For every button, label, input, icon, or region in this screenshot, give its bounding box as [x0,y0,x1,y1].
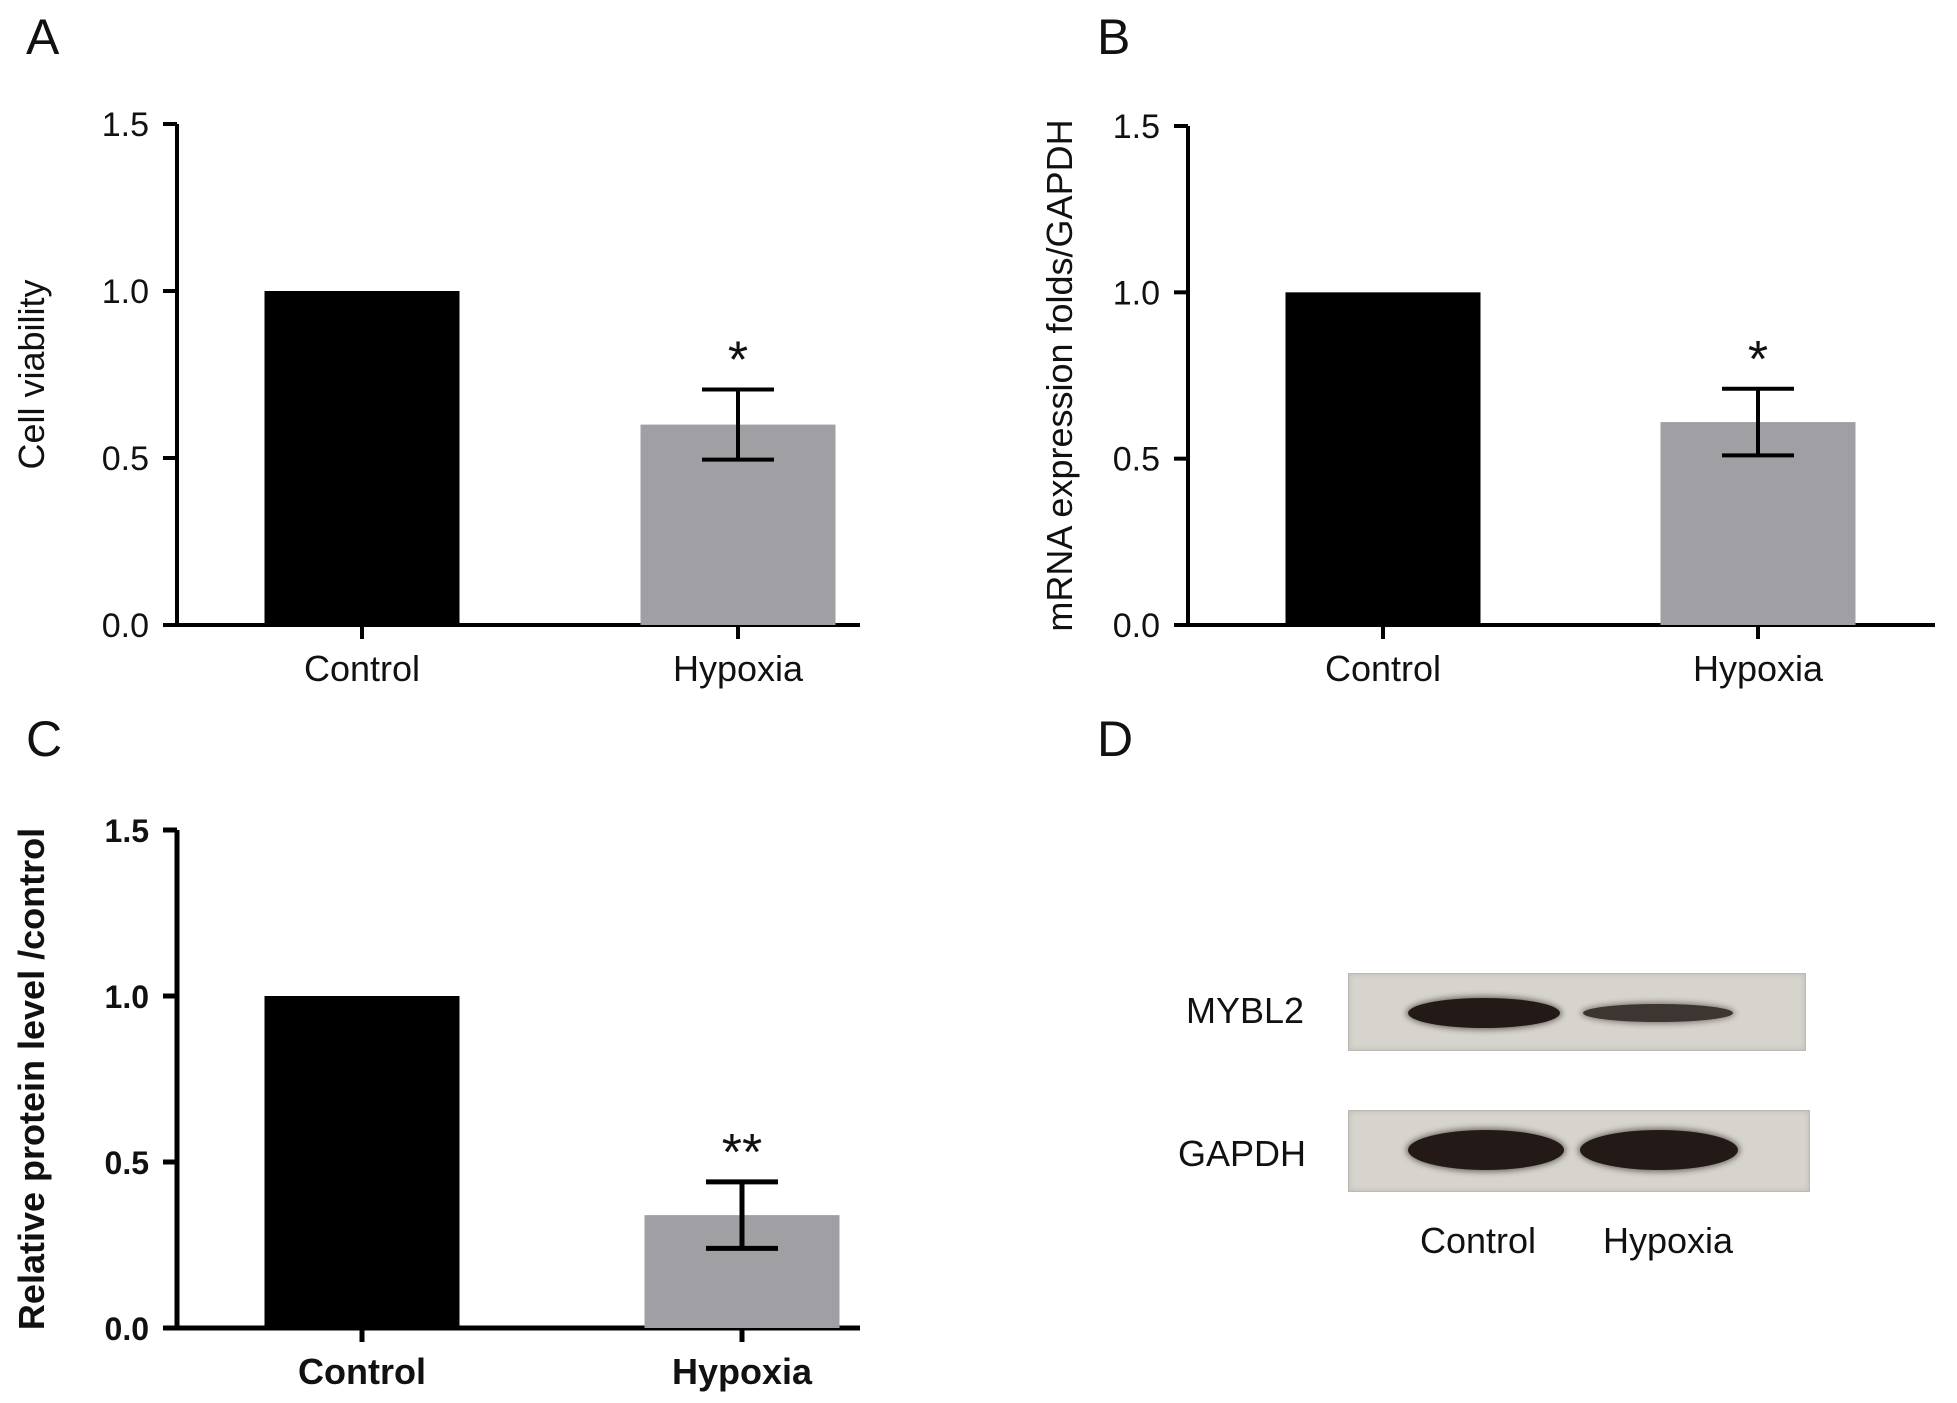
y-tick-label: 1.5 [102,106,149,144]
band-gapdh-control [1408,1130,1564,1170]
panel-letter-a: A [26,9,60,65]
y-tick-label: 0.5 [1113,441,1160,479]
x-tick-label: Control [1325,648,1441,689]
y-tick-label: 0.0 [105,1311,149,1347]
blot-lane-hypoxia: Hypoxia [1603,1220,1734,1261]
chart-c: 0.0 0.5 1.0 1.5 Relative protein level /cont… [11,813,860,1392]
y-tick-label: 1.0 [1113,274,1160,312]
blot-label-gapdh: GAPDH [1178,1133,1307,1174]
bar-control [264,291,460,625]
panel-letter-d: D [1097,711,1134,767]
x-tick-label: Hypoxia [673,648,804,689]
x-tick-label: Hypoxia [672,1351,813,1392]
chart-a: 0.0 0.5 1.0 1.5 Cell viability Control * Hypoxi… [11,106,860,689]
band-gapdh-hypoxia [1580,1130,1738,1170]
y-tick-label: 1.5 [1113,108,1160,146]
significance-marker: ** [722,1124,762,1182]
x-tick-label: Control [298,1351,426,1392]
y-axis-label: Cell viability [11,279,52,469]
panel-letter-c: C [26,711,63,767]
y-tick-label: 0.5 [105,1145,149,1181]
y-tick-label: 1.0 [105,979,149,1015]
y-axis-label: mRNA expression folds/GAPDH [1039,119,1080,631]
blot-lane-control: Control [1420,1220,1537,1261]
blot-label-mybl2: MYBL2 [1186,990,1305,1031]
y-tick-label: 0.0 [1113,607,1160,645]
y-tick-label: 0.0 [102,607,149,645]
bar-control [264,996,460,1328]
x-tick-label: Hypoxia [1693,648,1824,689]
bar-control [1285,292,1481,625]
x-tick-label: Control [304,648,420,689]
y-axis-label: Relative protein level /control [11,828,52,1330]
chart-b: 0.0 0.5 1.0 1.5 mRNA expression folds/GAPDH C… [1039,108,1935,689]
band-mybl2-hypoxia [1583,1004,1733,1022]
y-tick-label: 1.5 [105,813,149,849]
y-tick-label: 1.0 [102,273,149,311]
band-mybl2-control [1408,998,1560,1028]
significance-marker: * [728,332,748,390]
panel-letter-b: B [1097,9,1131,65]
significance-marker: * [1748,331,1768,389]
y-tick-label: 0.5 [102,440,149,478]
